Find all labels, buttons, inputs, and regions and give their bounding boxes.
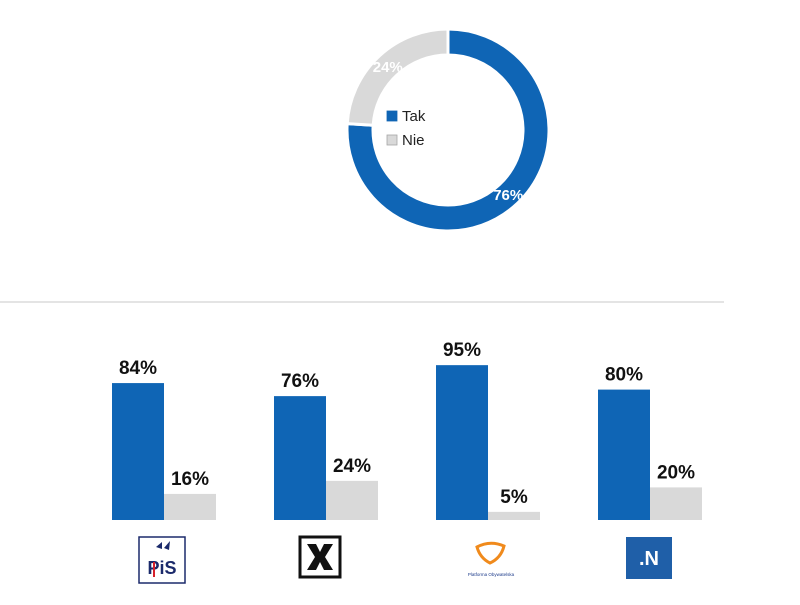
legend-swatch-nie bbox=[386, 134, 398, 146]
donut-slice-nie bbox=[345, 27, 450, 127]
donut-label-tak: 76% bbox=[493, 187, 523, 204]
po-logo-icon: Platforma Obywatelska bbox=[468, 541, 515, 577]
kukiz-x-mark bbox=[307, 544, 333, 570]
bar-tak-2 bbox=[274, 396, 326, 520]
bar-tak-4 bbox=[598, 389, 650, 520]
bar-label-tak-2: 76% bbox=[281, 371, 319, 392]
pis-logo-text: PiS bbox=[147, 558, 176, 578]
po-logo-text: Platforma Obywatelska bbox=[468, 572, 515, 577]
bar-label-tak-1: 84% bbox=[119, 358, 157, 379]
donut-label-nie: 24% bbox=[373, 59, 403, 76]
bar-label-tak-3: 95% bbox=[443, 340, 481, 361]
donut-chart: 76% 24% Tak Nie bbox=[345, 27, 551, 233]
bar-nie-2 bbox=[326, 480, 378, 520]
pis-logo-icon: PiS bbox=[138, 536, 186, 584]
bar-chart: 84% 16% 76% 24% 95% 5% 80% 20% bbox=[112, 340, 702, 520]
bar-label-nie-3: 5% bbox=[500, 487, 528, 508]
bar-label-nie-4: 20% bbox=[657, 462, 695, 483]
bar-label-tak-4: 80% bbox=[605, 365, 643, 386]
legend-swatch-tak bbox=[386, 110, 398, 122]
bar-nie-1 bbox=[164, 493, 216, 520]
bar-label-nie-2: 24% bbox=[333, 456, 371, 477]
legend-label-tak: Tak bbox=[402, 108, 426, 125]
po-swirl-shape bbox=[475, 541, 506, 565]
n-logo-text: .N bbox=[639, 548, 659, 570]
kukiz-logo-icon bbox=[298, 535, 342, 579]
bar-label-nie-1: 16% bbox=[171, 469, 209, 490]
party-logos: PiS Platforma Obywatelska .N bbox=[138, 535, 672, 584]
donut-slice-tak bbox=[345, 27, 551, 233]
pis-eagle-shape bbox=[156, 541, 170, 550]
bar-nie-4 bbox=[650, 487, 702, 520]
bar-tak-1 bbox=[112, 383, 164, 520]
bar-tak-3 bbox=[436, 365, 488, 520]
nowoczesna-logo-icon: .N bbox=[626, 537, 672, 579]
bar-nie-3 bbox=[488, 511, 540, 520]
legend-label-nie: Nie bbox=[402, 132, 425, 149]
n-logo-box bbox=[626, 537, 672, 579]
